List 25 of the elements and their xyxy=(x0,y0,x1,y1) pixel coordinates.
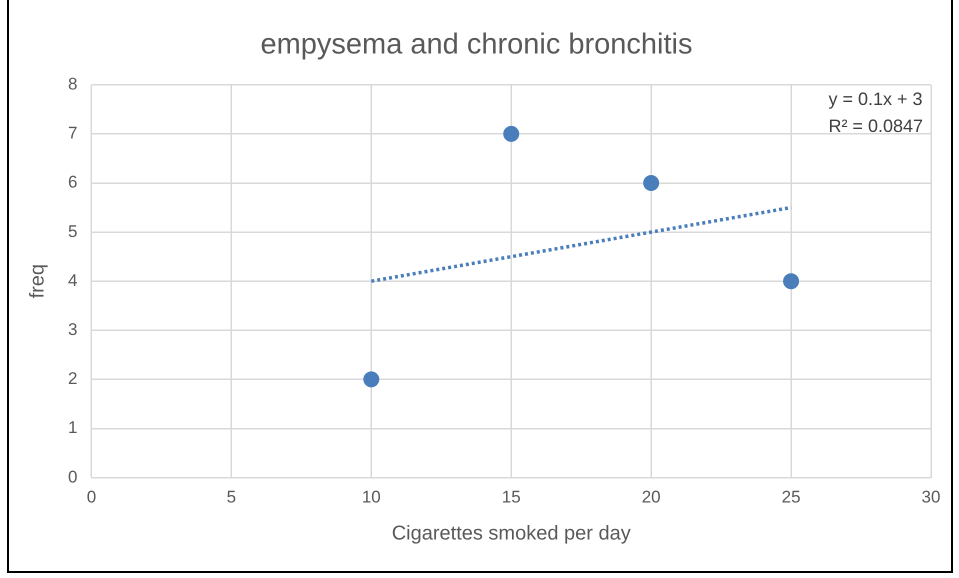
y-tick-label: 7 xyxy=(68,124,78,143)
point xyxy=(503,126,520,142)
point xyxy=(363,371,380,388)
x-tick-label: 15 xyxy=(502,487,521,506)
y-tick-label: 6 xyxy=(68,172,78,192)
y-tick-label: 8 xyxy=(68,74,78,94)
x-tick-label: 10 xyxy=(362,487,381,506)
annotation: y = 0.1x + 3 xyxy=(828,88,922,109)
y-tick-label: 4 xyxy=(68,270,78,290)
x-axis-title: Cigarettes smoked per day xyxy=(392,522,631,545)
point xyxy=(783,273,800,290)
x-tick-label: 0 xyxy=(86,487,96,506)
y-tick-label: 0 xyxy=(68,467,78,486)
chart-title: empysema and chronic bronchitis xyxy=(260,28,692,60)
x-tick-label: 5 xyxy=(226,487,236,506)
x-tick-label: 20 xyxy=(642,487,661,506)
x-tick-label: 25 xyxy=(782,487,801,506)
y-tick-label: 1 xyxy=(68,418,78,438)
y-axis-title: freq xyxy=(26,264,49,298)
y-tick-label: 3 xyxy=(68,320,78,339)
y-tick-label: 2 xyxy=(68,369,78,388)
y-tick-label: 5 xyxy=(68,222,78,241)
annotation: R² = 0.0847 xyxy=(828,116,923,136)
point xyxy=(643,175,660,191)
x-tick-label: 30 xyxy=(922,487,940,506)
